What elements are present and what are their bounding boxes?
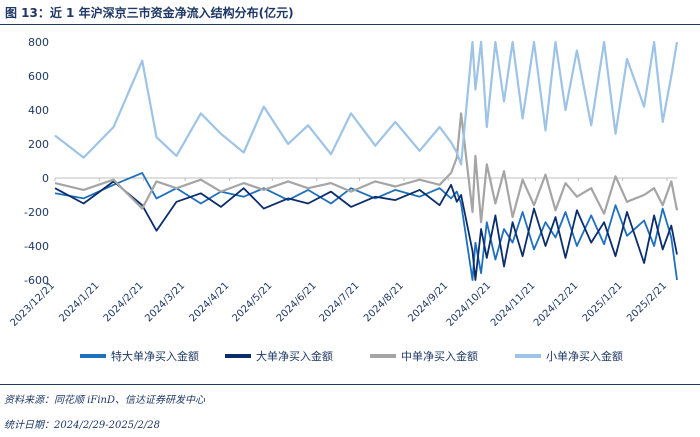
legend-label: 大单净买入金额 [256,349,333,363]
series-line-4 [54,40,679,166]
period-note: 统计日期：2024/2/29-2025/2/28 [4,420,160,431]
y-tick-label: 400 [28,104,49,117]
y-tick-label: 600 [28,70,49,83]
x-tick-label: 2024/12/21 [532,280,581,329]
x-tick-label: 2025/2/21 [625,280,669,324]
x-tick-label: 2024/3/21 [143,280,187,324]
x-tick-label: 2024/10/21 [445,280,494,329]
x-tick-label: 2024/7/21 [318,280,362,324]
y-tick-label: 0 [42,172,49,185]
legend: 特大单净买入金额 大单净买入金额 中单净买入金额 小单净买入金额 [80,349,623,363]
y-tick-label: -600 [24,274,49,287]
x-tick-label: 2024/8/21 [362,280,406,324]
x-tick-label: 2024/9/21 [406,280,450,324]
x-tick-label: 2025/1/21 [581,280,625,324]
x-tick-label: 2024/11/21 [489,280,538,329]
legend-label: 小单净买入金额 [546,349,623,363]
y-tick-label: 800 [28,36,49,49]
legend-label: 特大单净买入金额 [111,349,199,363]
x-tick-label: 2024/6/21 [275,280,319,324]
x-tick-label: 2024/5/21 [230,280,274,324]
y-tick-label: 200 [28,138,49,151]
series-lines [54,40,679,281]
series-line-2 [54,180,678,281]
title-rule [0,24,700,25]
y-axis: -600 -400 -200 0 200 400 600 800 [24,36,49,287]
figure-title: 图 13：近 1 年沪深京三市资金净流入结构分布(亿元) [5,6,294,20]
x-tick-label: 2024/2/21 [102,280,146,324]
y-tick-label: -400 [24,240,49,253]
x-tick-label: 2024/1/21 [57,280,101,324]
x-tick-label: 2024/4/21 [188,280,232,324]
x-tick-label: 2023/12/21 [9,280,58,329]
legend-label: 中单净买入金额 [401,349,478,363]
y-tick-label: -200 [24,206,49,219]
source-note: 资料来源：同花顺 iFinD、信达证券研发中心 [4,395,205,406]
series-line-3 [54,112,679,224]
source-rule [0,384,700,385]
